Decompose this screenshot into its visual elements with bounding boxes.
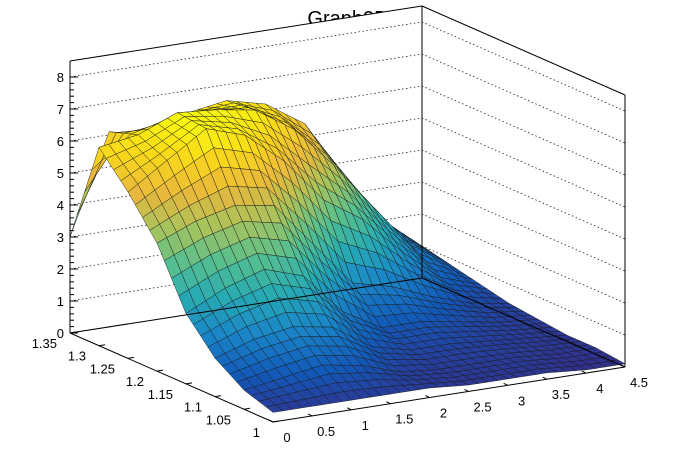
y-tick-label-0: 1 <box>253 425 260 440</box>
z-tick-label-0: 0 <box>57 326 64 341</box>
x-tick-label-0: 0 <box>283 430 290 445</box>
y-tick-label-6: 1.3 <box>68 349 86 364</box>
x-tick-label-9: 4.5 <box>630 375 648 390</box>
x-tick-6 <box>503 382 508 386</box>
y-tick-2 <box>214 395 222 398</box>
x-tick-0 <box>268 419 274 423</box>
frame-edge-0 <box>272 366 626 423</box>
y-tick-label-3: 1.15 <box>148 387 173 402</box>
x-tick-label-2: 1 <box>362 418 369 433</box>
y-tick-4 <box>156 369 164 372</box>
x-tick-9 <box>620 364 626 368</box>
surface-mesh <box>69 100 626 413</box>
axis-frame <box>69 5 626 423</box>
y-axis: 1 1.05 1.1 1.15 1.2 1.25 1.3 1.35 <box>32 331 280 440</box>
x-tick-label-5: 2.5 <box>474 399 492 414</box>
y-tick-3 <box>185 382 193 385</box>
y-tick-label-7: 1.35 <box>32 336 57 351</box>
frame-edge-2 <box>421 277 626 368</box>
x-tick-label-3: 1.5 <box>395 412 413 427</box>
x-tick-4 <box>425 395 430 399</box>
z-tick-label-5: 5 <box>57 166 64 181</box>
y-tick-label-1: 1.05 <box>206 412 231 427</box>
frame-edge-7 <box>69 5 423 62</box>
y-tick-5 <box>127 356 135 359</box>
y-tick-7 <box>69 331 77 334</box>
x-tick-label-8: 4 <box>596 381 603 396</box>
z-tick-label-8: 8 <box>57 70 64 85</box>
z-tick-label-7: 7 <box>57 102 64 117</box>
x-axis: 0 0.5 1 1.5 2 2.5 3 3.5 4 4.5 <box>268 364 648 445</box>
x-tick-label-6: 3 <box>518 393 525 408</box>
y-tick-label-2: 1.1 <box>184 400 202 415</box>
x-tick-label-4: 2 <box>440 406 447 421</box>
x-tick-1 <box>307 413 313 417</box>
z-tick-label-3: 3 <box>57 230 64 245</box>
x-tick-5 <box>464 388 469 392</box>
y-tick-label-5: 1.25 <box>90 361 115 376</box>
z-tick-label-6: 6 <box>57 134 64 149</box>
x-tick-label-7: 3.5 <box>552 387 570 402</box>
y-tick-0 <box>272 420 280 423</box>
x-tick-3 <box>386 401 391 405</box>
x-tick-label-1: 0.5 <box>317 424 335 439</box>
z-tick-label-1: 1 <box>57 294 64 309</box>
x-tick-8 <box>581 370 587 374</box>
frame-edge-8 <box>421 5 626 96</box>
back-wall-yz <box>422 6 625 367</box>
frame-edge-3 <box>69 277 423 334</box>
y-tick-1 <box>243 407 251 410</box>
frame-edge-1 <box>69 332 274 423</box>
y-tick-label-4: 1.2 <box>126 374 144 389</box>
z-tick-label-2: 2 <box>57 262 64 277</box>
surface-cell-0-0 <box>265 404 284 413</box>
z-tick-label-4: 4 <box>57 198 64 213</box>
x-tick-7 <box>542 376 548 380</box>
z-axis: 0 1 2 3 4 5 6 7 8 <box>57 70 78 341</box>
y-tick-6 <box>98 344 106 347</box>
x-tick-2 <box>346 407 352 411</box>
